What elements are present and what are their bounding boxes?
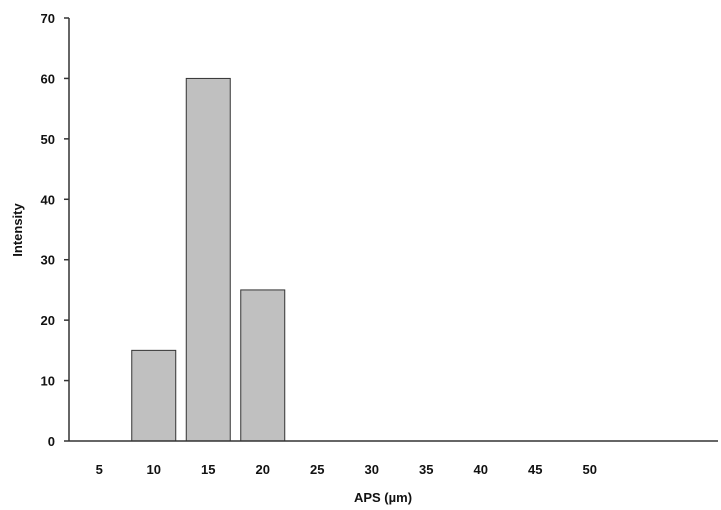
y-axis-title: Intensity — [10, 203, 25, 257]
y-axis-ticks: 0 10 20 30 40 50 60 70 — [41, 11, 69, 449]
x-tick-label: 45 — [528, 462, 542, 477]
x-tick-label: 15 — [201, 462, 215, 477]
y-tick-label: 60 — [41, 71, 55, 86]
x-axis-ticks: 5 10 15 20 25 30 35 40 45 50 — [96, 462, 597, 477]
bar-15 — [185, 77, 231, 442]
y-tick-label: 10 — [41, 374, 55, 389]
x-tick-label: 30 — [365, 462, 379, 477]
x-tick-label: 35 — [419, 462, 433, 477]
x-tick-label: 40 — [474, 462, 488, 477]
x-tick-label: 50 — [583, 462, 597, 477]
x-tick-label: 5 — [96, 462, 103, 477]
x-tick-label: 20 — [256, 462, 270, 477]
y-tick-label: 50 — [41, 132, 55, 147]
y-tick-label: 70 — [41, 11, 55, 26]
bar-20 — [240, 289, 286, 442]
bars — [131, 77, 286, 442]
y-tick-label: 30 — [41, 253, 55, 268]
bar-10 — [131, 349, 177, 442]
x-tick-label: 10 — [147, 462, 161, 477]
y-tick-label: 0 — [48, 434, 55, 449]
x-axis-title: APS (µm) — [354, 490, 412, 505]
y-tick-label: 40 — [41, 192, 55, 207]
x-tick-label: 25 — [310, 462, 324, 477]
y-tick-label: 20 — [41, 313, 55, 328]
